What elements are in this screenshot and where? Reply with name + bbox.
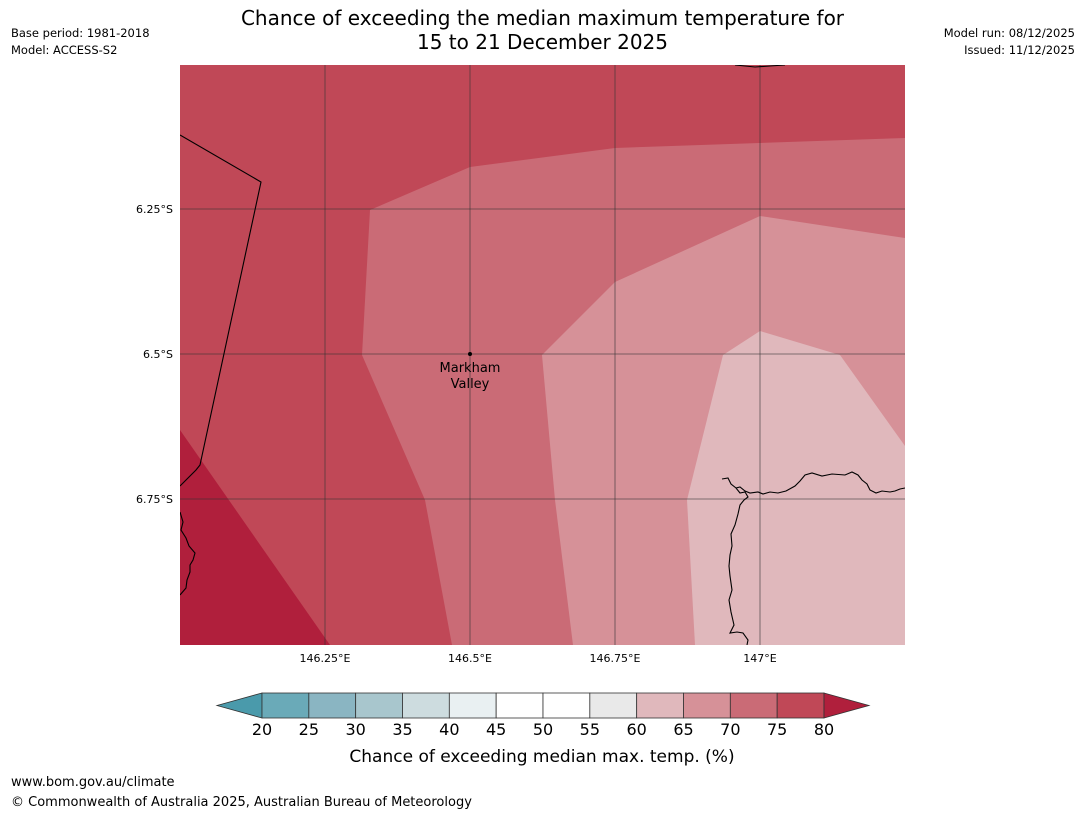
meta-left: Base period: 1981-2018 Model: ACCESS-S2 bbox=[11, 25, 150, 59]
location-dot-icon bbox=[468, 352, 472, 356]
colorbar-segment bbox=[355, 692, 403, 719]
river-coast-east bbox=[721, 477, 749, 645]
colorbar-tick-label: 25 bbox=[299, 720, 319, 739]
colorbar-segment bbox=[636, 692, 684, 719]
footer-url[interactable]: www.bom.gov.au/climate bbox=[11, 775, 175, 790]
colorbar-tick-label: 20 bbox=[252, 720, 272, 739]
colorbar bbox=[215, 692, 871, 719]
model-name: Model: ACCESS-S2 bbox=[11, 43, 118, 57]
zone-75-80 bbox=[180, 430, 330, 645]
issued-date: Issued: 11/12/2025 bbox=[964, 43, 1075, 57]
map-title: Chance of exceeding the median maximum t… bbox=[0, 6, 1085, 54]
colorbar-title: Chance of exceeding median max. temp. (%… bbox=[349, 747, 734, 767]
coastline-north bbox=[734, 65, 786, 68]
model-run: Model run: 08/12/2025 bbox=[943, 26, 1075, 40]
lon-tick-label: 146.75°E bbox=[590, 652, 641, 665]
colorbar-segment bbox=[402, 692, 450, 719]
colorbar-segment bbox=[261, 692, 310, 719]
footer-copyright: © Commonwealth of Australia 2025, Austra… bbox=[11, 795, 472, 810]
colorbar-tick-label: 55 bbox=[580, 720, 600, 739]
colorbar-segment bbox=[683, 692, 731, 719]
colorbar-tick-label: 35 bbox=[392, 720, 412, 739]
gridlines bbox=[180, 65, 905, 645]
title-line-2: 15 to 21 December 2025 bbox=[416, 30, 668, 54]
place-label-line-2: Valley bbox=[451, 377, 490, 392]
colorbar-segment bbox=[776, 692, 825, 719]
lon-tick-label: 147°E bbox=[743, 652, 776, 665]
colorbar-extend-under bbox=[215, 692, 263, 719]
coastline-west bbox=[180, 511, 196, 596]
province-boundary bbox=[180, 134, 262, 487]
map-area: Markham Valley bbox=[180, 65, 905, 645]
lon-tick-label: 146.25°E bbox=[300, 652, 351, 665]
colorbar-segment bbox=[729, 692, 778, 719]
colorbar-segment bbox=[542, 692, 591, 719]
colorbar-tick-label: 75 bbox=[767, 720, 787, 739]
lat-tick-label: 6.75°S bbox=[136, 493, 173, 506]
colorbar-tick-labels: 20 25 30 35 40 45 50 55 60 65 70 75 80 bbox=[252, 720, 834, 739]
colorbar-tick-label: 65 bbox=[673, 720, 693, 739]
colorbar-tick-label: 40 bbox=[439, 720, 459, 739]
lat-tick-label: 6.5°S bbox=[143, 348, 173, 361]
colorbar-extend-over bbox=[823, 692, 871, 719]
colorbar-tick-label: 30 bbox=[345, 720, 365, 739]
colorbar-tick-label: 70 bbox=[720, 720, 740, 739]
colorbar-segment bbox=[448, 692, 497, 719]
base-period: Base period: 1981-2018 bbox=[11, 26, 150, 40]
colorbar-tick-label: 45 bbox=[486, 720, 506, 739]
colorbar-segment bbox=[308, 692, 357, 719]
lon-tick-labels: 146.25°E 146.5°E 146.75°E 147°E bbox=[300, 652, 777, 665]
lat-tick-labels: 6.25°S 6.5°S 6.75°S bbox=[136, 203, 173, 506]
zone-55-60 bbox=[687, 331, 905, 645]
place-label-line-1: Markham bbox=[440, 361, 501, 376]
colorbar-tick-label: 80 bbox=[814, 720, 834, 739]
colorbar-tick-label: 60 bbox=[626, 720, 646, 739]
coastline-east bbox=[735, 471, 905, 495]
meta-right: Model run: 08/12/2025 Issued: 11/12/2025 bbox=[944, 25, 1075, 59]
boundaries bbox=[180, 65, 905, 645]
colorbar-segment bbox=[589, 692, 638, 719]
colorbar-tick-label: 50 bbox=[533, 720, 553, 739]
lon-tick-label: 146.5°E bbox=[448, 652, 492, 665]
colorbar-segment bbox=[495, 692, 544, 719]
title-line-1: Chance of exceeding the median maximum t… bbox=[240, 6, 845, 30]
lat-tick-label: 6.25°S bbox=[136, 203, 173, 216]
